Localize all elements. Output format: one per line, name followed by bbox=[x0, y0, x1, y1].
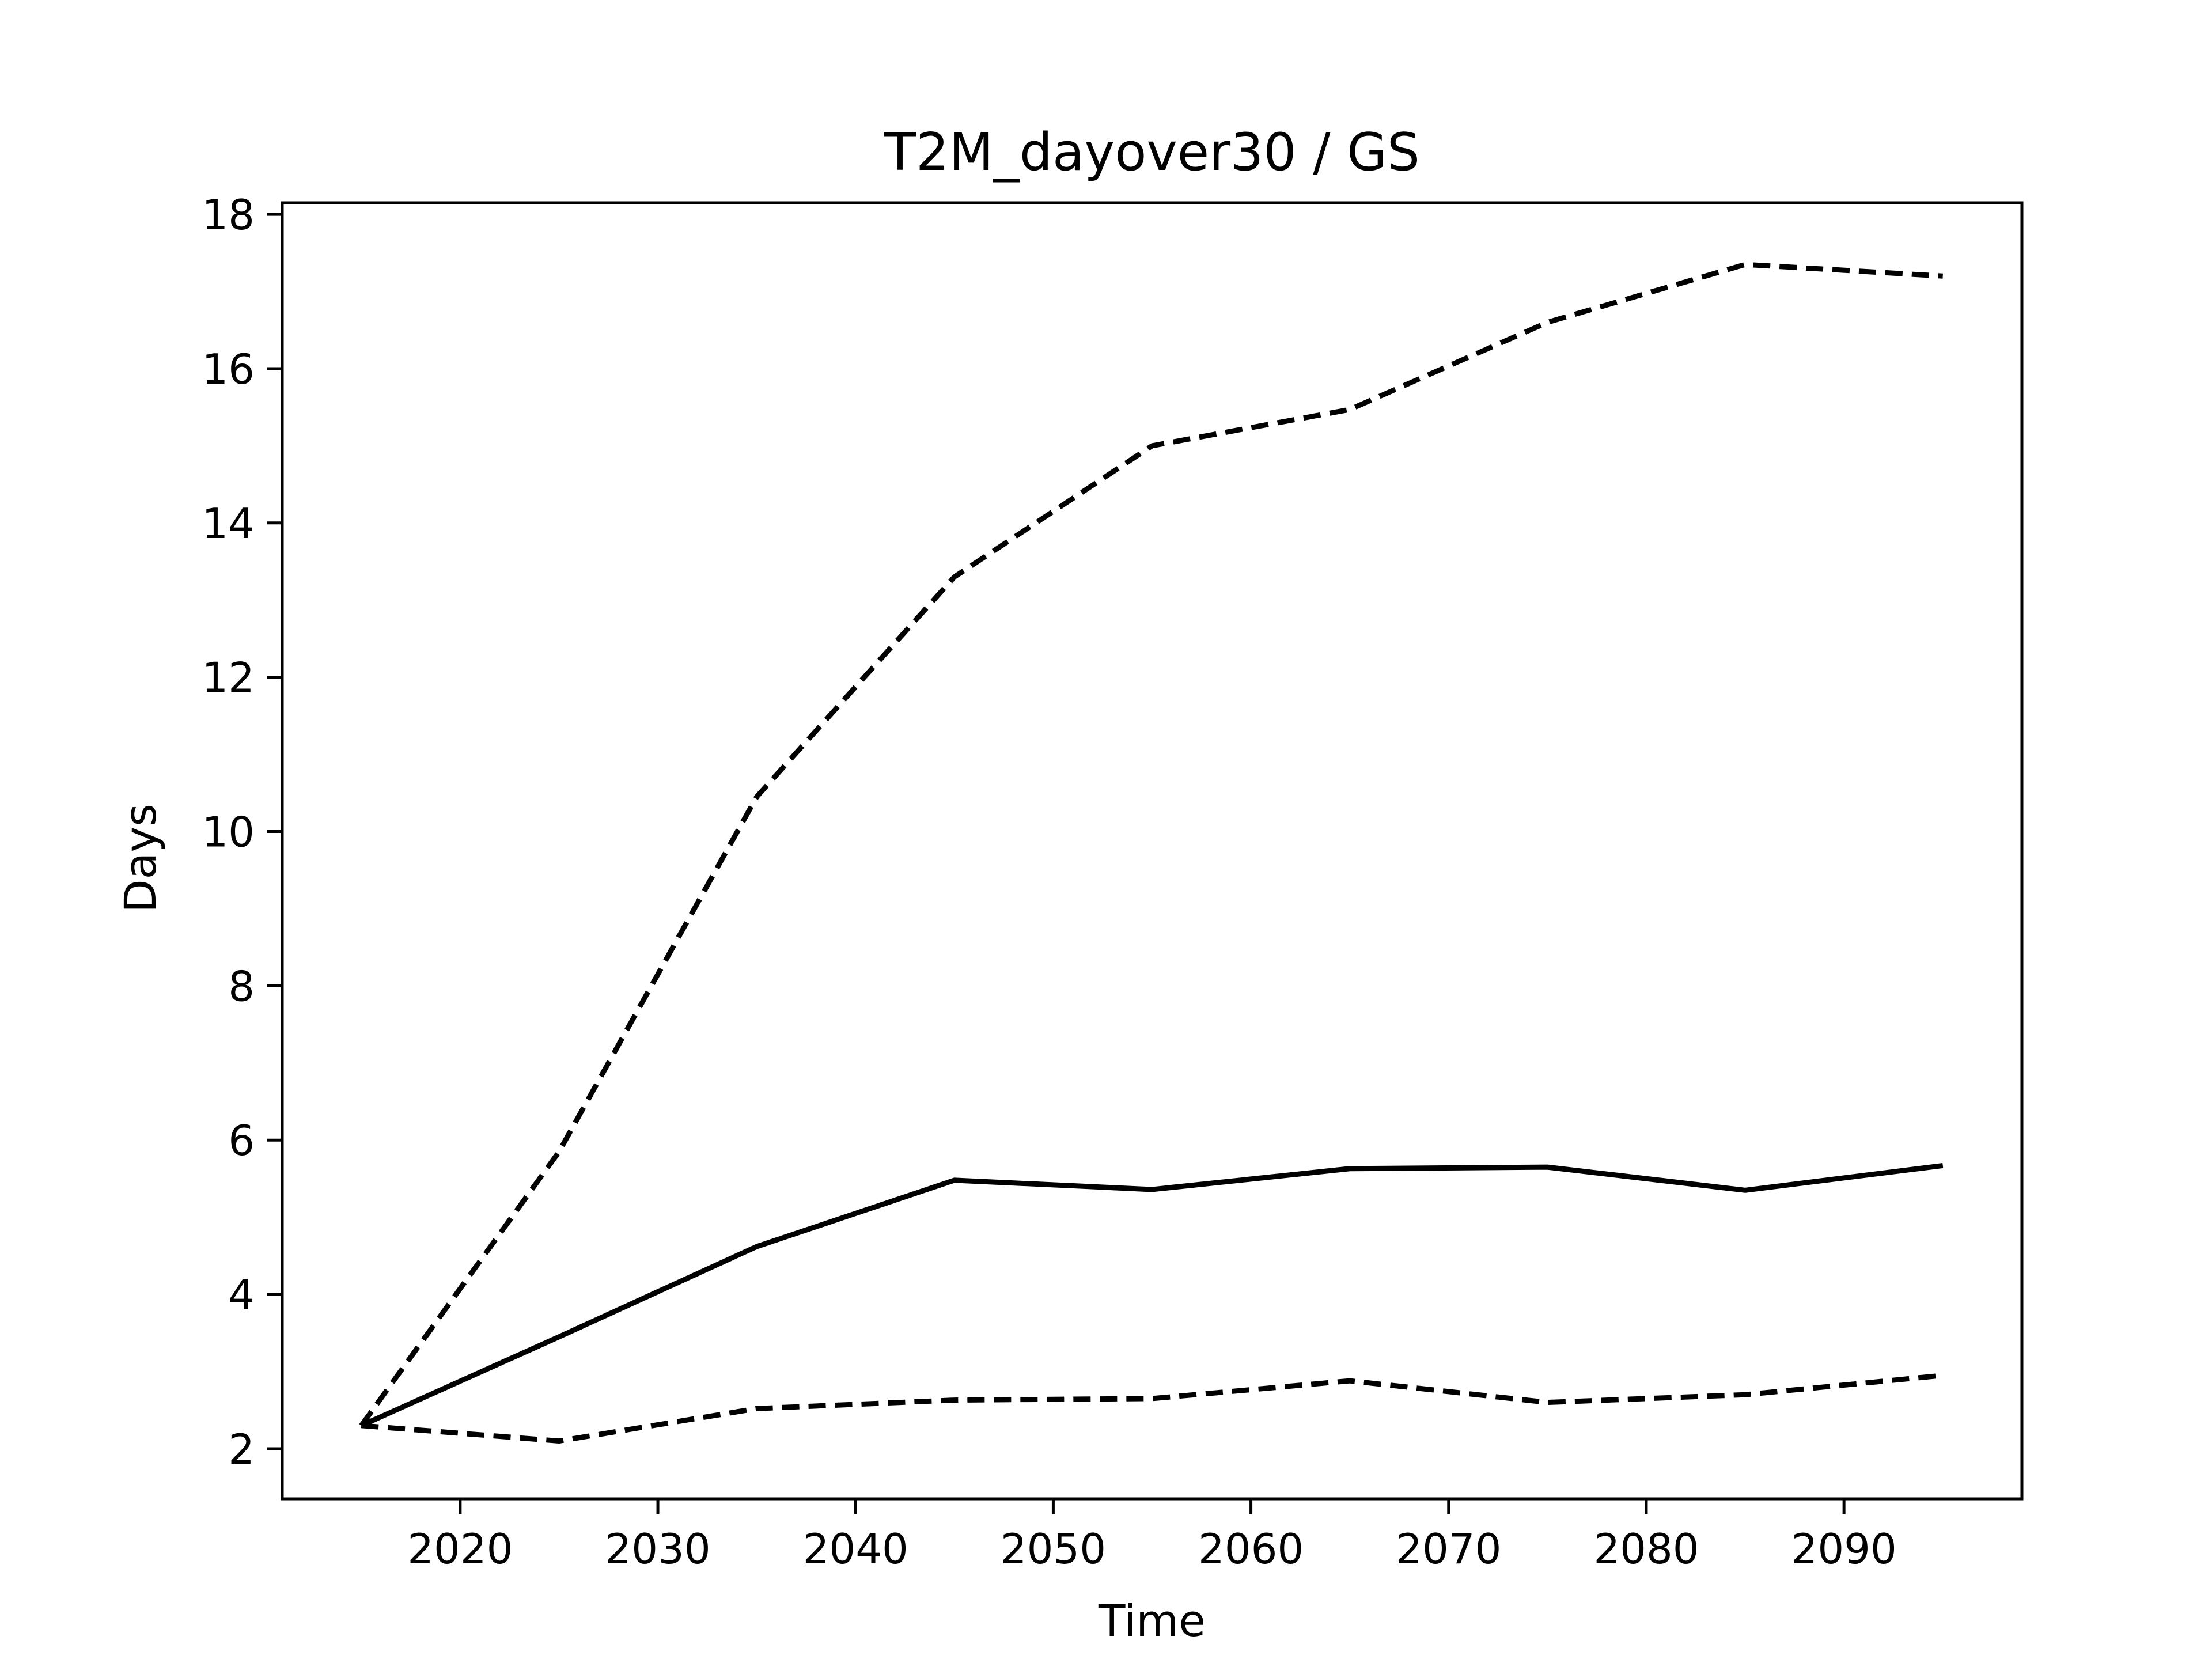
x-axis: 2020 2030 2040 2050 2060 2070 2080 2090 bbox=[407, 1499, 1897, 1573]
series-line-3 bbox=[361, 1373, 1944, 1444]
y-tick-label: 8 bbox=[228, 962, 255, 1010]
plot-frame bbox=[281, 201, 2024, 1501]
y-axis-label: Days bbox=[115, 804, 166, 913]
y-tick-label: 16 bbox=[202, 345, 255, 393]
x-axis-label: Time bbox=[1098, 1595, 1206, 1646]
y-axis: 2 4 6 8 10 12 14 16 18 bbox=[202, 191, 282, 1474]
plot-area bbox=[359, 262, 1944, 1444]
x-tick-label: 2020 bbox=[407, 1525, 513, 1573]
y-tick-label: 6 bbox=[228, 1116, 255, 1165]
x-tick-label: 2040 bbox=[803, 1525, 908, 1573]
chart-title: T2M_dayover30 / GS bbox=[884, 122, 1420, 183]
y-tick-label: 18 bbox=[202, 191, 255, 239]
y-tick-label: 12 bbox=[202, 654, 255, 702]
y-tick-label: 4 bbox=[228, 1271, 255, 1319]
series-line-1 bbox=[359, 262, 1943, 1427]
y-tick-label: 2 bbox=[228, 1425, 255, 1474]
x-tick-label: 2070 bbox=[1396, 1525, 1501, 1573]
series-line-2 bbox=[360, 1162, 1944, 1428]
x-tick-label: 2060 bbox=[1198, 1525, 1304, 1573]
x-tick-label: 2050 bbox=[1001, 1525, 1106, 1573]
x-tick-label: 2080 bbox=[1593, 1525, 1699, 1573]
y-tick-label: 10 bbox=[202, 808, 255, 857]
x-tick-label: 2030 bbox=[605, 1525, 710, 1573]
x-tick-label: 2090 bbox=[1791, 1525, 1897, 1573]
y-tick-label: 14 bbox=[202, 499, 255, 548]
